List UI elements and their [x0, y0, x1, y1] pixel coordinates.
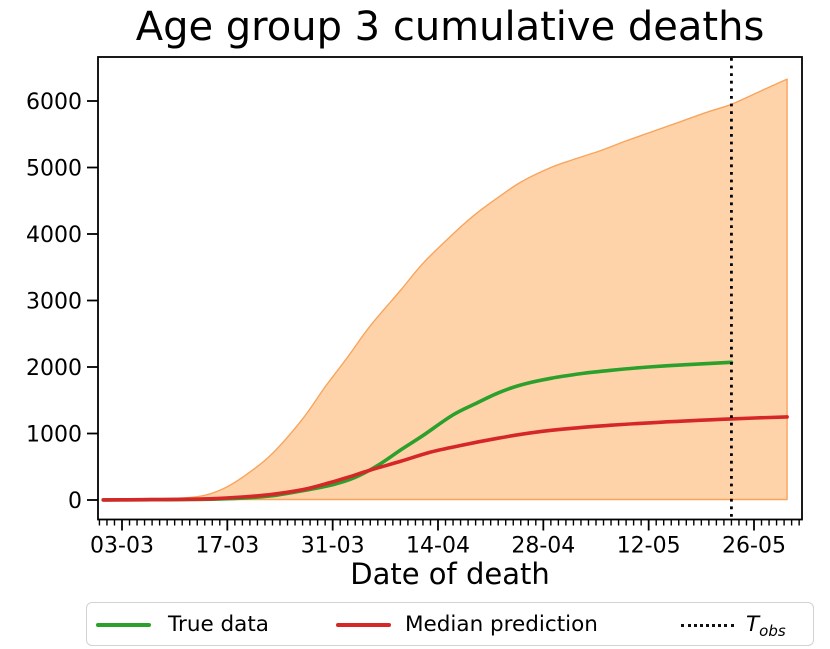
y-tick-label: 6000	[26, 90, 82, 115]
tobs-symbol: T	[746, 612, 760, 637]
x-tick-label: 03-03	[90, 534, 154, 559]
legend-tobs-label: Tobs	[746, 612, 786, 640]
y-tick-label: 1000	[26, 423, 82, 448]
x-tick-label: 14-04	[406, 534, 470, 559]
legend-tobs-dotted-sample	[681, 624, 734, 627]
x-tick-label: 26-05	[722, 534, 786, 559]
median-prediction-line	[101, 415, 789, 502]
legend: True data Median prediction Tobs	[86, 602, 814, 646]
tobs-subscript: obs	[759, 622, 786, 640]
legend-true-data-line-sample	[96, 623, 151, 627]
y-tick-label: 3000	[26, 290, 82, 315]
x-tick-label: 17-03	[195, 534, 259, 559]
legend-true-data-label: True data	[168, 612, 269, 637]
prediction-interval-band	[102, 78, 788, 501]
x-tick-label: 28-04	[511, 534, 575, 559]
chart-title: Age group 3 cumulative deaths	[135, 4, 765, 50]
legend-median-prediction-label: Median prediction	[405, 612, 598, 637]
y-tick-label: 5000	[26, 157, 82, 182]
y-tick-label: 4000	[26, 223, 82, 248]
plot-svg: 03-03 17-03 31-03 14-04 28-04 12-05 26-05 0 1000…	[26, 56, 803, 559]
x-axis-label: Date of death	[350, 557, 550, 591]
x-tick-label: 31-03	[301, 534, 365, 559]
axes-spines	[97, 56, 803, 521]
y-tick-label: 0	[68, 489, 82, 514]
x-tick-label: 12-05	[617, 534, 681, 559]
y-tick-label: 2000	[26, 356, 82, 381]
legend-median-prediction-line-sample	[336, 623, 391, 627]
